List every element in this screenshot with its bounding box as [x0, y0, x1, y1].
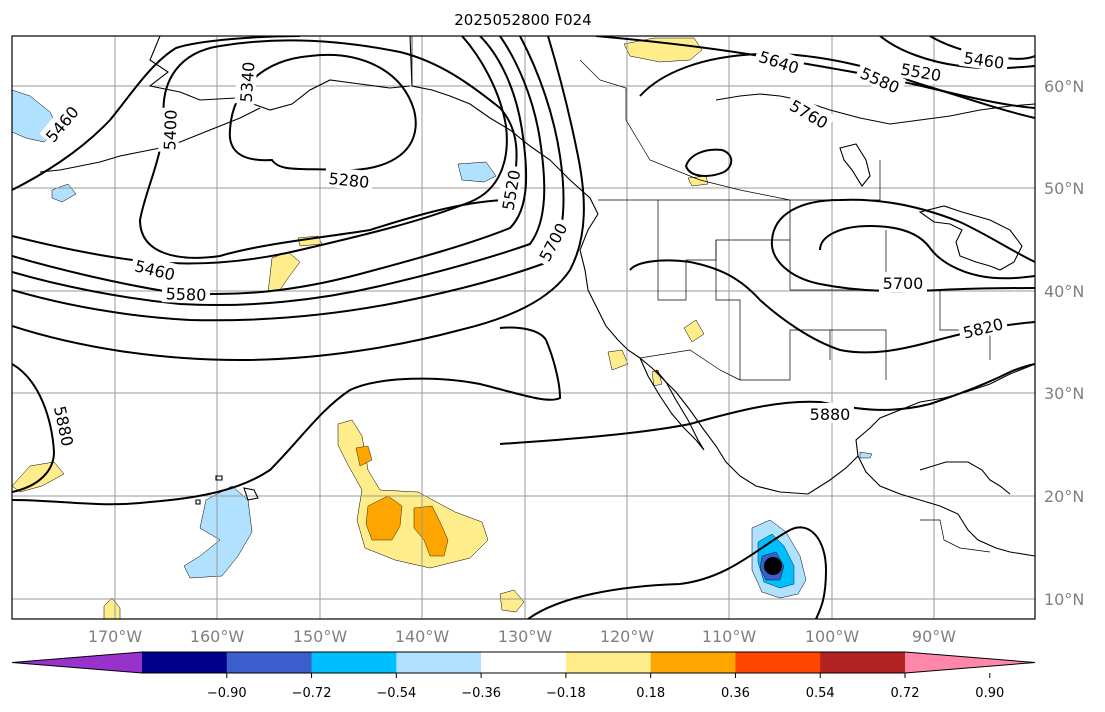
- map-frame: [11, 35, 1036, 620]
- shade-negative-center: [764, 557, 782, 575]
- contour-5640: [12, 36, 565, 322]
- map-title: 2025052800 F024: [454, 11, 591, 29]
- colorbar-tick-label: 0.18: [636, 686, 665, 701]
- lon-label-140w: 140°W: [395, 627, 450, 646]
- lon-label-100w: 100°W: [805, 627, 860, 646]
- coastline-canada-north: [715, 93, 1035, 125]
- lon-label-120w: 120°W: [600, 627, 655, 646]
- political-borders: [411, 36, 991, 553]
- height-contours: [12, 36, 1035, 619]
- contour-5880-south: [527, 526, 828, 619]
- contour-5340: [138, 39, 518, 259]
- contour-label: 5580: [165, 284, 206, 304]
- colorbar-tick-label: −0.36: [461, 686, 501, 701]
- colorbar-tick-label: 0.72: [891, 686, 920, 701]
- colorbar-segment: [226, 652, 313, 673]
- coastline-hudson: [839, 143, 871, 187]
- coastline-great-lakes: [918, 205, 1023, 271]
- colorbar-segment: [311, 652, 397, 673]
- shade-positive-core: [355, 445, 373, 467]
- lat-label-30n: 30°N: [1044, 384, 1084, 403]
- colorbar-segment: [820, 652, 906, 673]
- coastline-yucatan: [919, 461, 1011, 495]
- lat-label-20n: 20°N: [1044, 487, 1084, 506]
- coastline-aleutians: [39, 107, 261, 173]
- contour-5700-east-outer: [771, 198, 1035, 263]
- colorbar-segment: [142, 652, 228, 673]
- contour-5520-east: [879, 36, 1035, 70]
- contour-5700: [12, 36, 585, 362]
- contour-5580: [12, 36, 546, 307]
- lat-label-40n: 40°N: [1044, 282, 1084, 301]
- map-panel: 5460 5400 5340 5280 5640 5580: [11, 35, 1036, 620]
- shade-positive-region: [687, 175, 709, 187]
- contour-labels: 5460 5400 5340 5280 5640 5580: [39, 44, 1010, 452]
- latitude-labels: 60°N 50°N 40°N 30°N 20°N 10°N: [1044, 77, 1084, 609]
- colorbar-outline: [11, 651, 1036, 674]
- coastline-baja: [639, 357, 705, 451]
- shade-negative-region: [859, 451, 873, 459]
- coastline-alaska: [409, 36, 599, 215]
- colorbar-tick-label: −0.90: [207, 686, 247, 701]
- contour-5820: [629, 259, 1035, 354]
- contour-5880-main: [12, 326, 562, 506]
- colorbar-segment: [396, 652, 482, 673]
- contour-label: 5280: [328, 169, 370, 192]
- lat-label-50n: 50°N: [1044, 179, 1084, 198]
- shade-positive-region: [12, 461, 65, 493]
- contour-5280: [228, 54, 417, 172]
- shade-positive-region: [267, 251, 301, 293]
- longitude-labels: 170°W 160°W 150°W 140°W 130°W 120°W 110°…: [88, 627, 956, 646]
- lon-label-90w: 90°W: [912, 627, 956, 646]
- coastline-hawaii: [195, 475, 259, 505]
- colorbar-tick-label: 0.90: [975, 686, 1004, 701]
- lon-label-130w: 130°W: [498, 627, 553, 646]
- contour-label: 5400: [160, 109, 180, 150]
- contour-5760: [12, 363, 56, 493]
- shade-positive-region: [623, 37, 703, 63]
- coastline-west-coast: [579, 213, 1035, 495]
- shade-positive-region: [607, 349, 629, 371]
- colorbar-tick-label: −0.72: [292, 686, 332, 701]
- contour-5640-east-loop: [684, 148, 733, 177]
- colorbar: −0.90 −0.72 −0.54 −0.36 −0.18 0.18 0.36 0.54 0.7…: [11, 651, 1036, 701]
- colorbar-segment: [735, 652, 821, 673]
- colorbar-tick-label: 0.54: [806, 686, 835, 701]
- shade-positive-core: [365, 495, 403, 541]
- shade-positive-region: [499, 589, 525, 613]
- contour-label: 5880: [810, 405, 851, 424]
- lat-label-60n: 60°N: [1044, 77, 1084, 96]
- graticule: [12, 36, 1035, 619]
- colorbar-tick-label: −0.54: [376, 686, 416, 701]
- map-background: [12, 36, 1035, 619]
- shade-negative-region: [457, 161, 497, 183]
- lon-label-150w: 150°W: [293, 627, 348, 646]
- coastlines: [39, 36, 1035, 557]
- colorbar-tick-label: 0.36: [721, 686, 750, 701]
- coastline-gulf: [857, 455, 1035, 557]
- colorbar-segment: [481, 652, 567, 673]
- contour-5400: [12, 36, 301, 191]
- lat-label-10n: 10°N: [1044, 590, 1084, 609]
- contour-5580-east: [595, 36, 1035, 109]
- lon-label-110w: 110°W: [702, 627, 757, 646]
- colorbar-extension-high: [905, 652, 1035, 673]
- lon-label-170w: 170°W: [88, 627, 143, 646]
- colorbar-segment: [565, 652, 652, 673]
- contour-5520: [12, 36, 528, 295]
- contour-label: 5700: [883, 274, 924, 293]
- contour-5760-east: [639, 52, 1035, 119]
- contour-5700-east-inner: [819, 224, 1035, 280]
- contour-label: 5340: [237, 61, 259, 103]
- colorbar-extension-low: [12, 652, 142, 673]
- lon-label-160w: 160°W: [190, 627, 245, 646]
- shade-positive-region: [683, 319, 705, 343]
- colorbar-tick-label: −0.18: [546, 686, 586, 701]
- colorbar-segment: [650, 652, 736, 673]
